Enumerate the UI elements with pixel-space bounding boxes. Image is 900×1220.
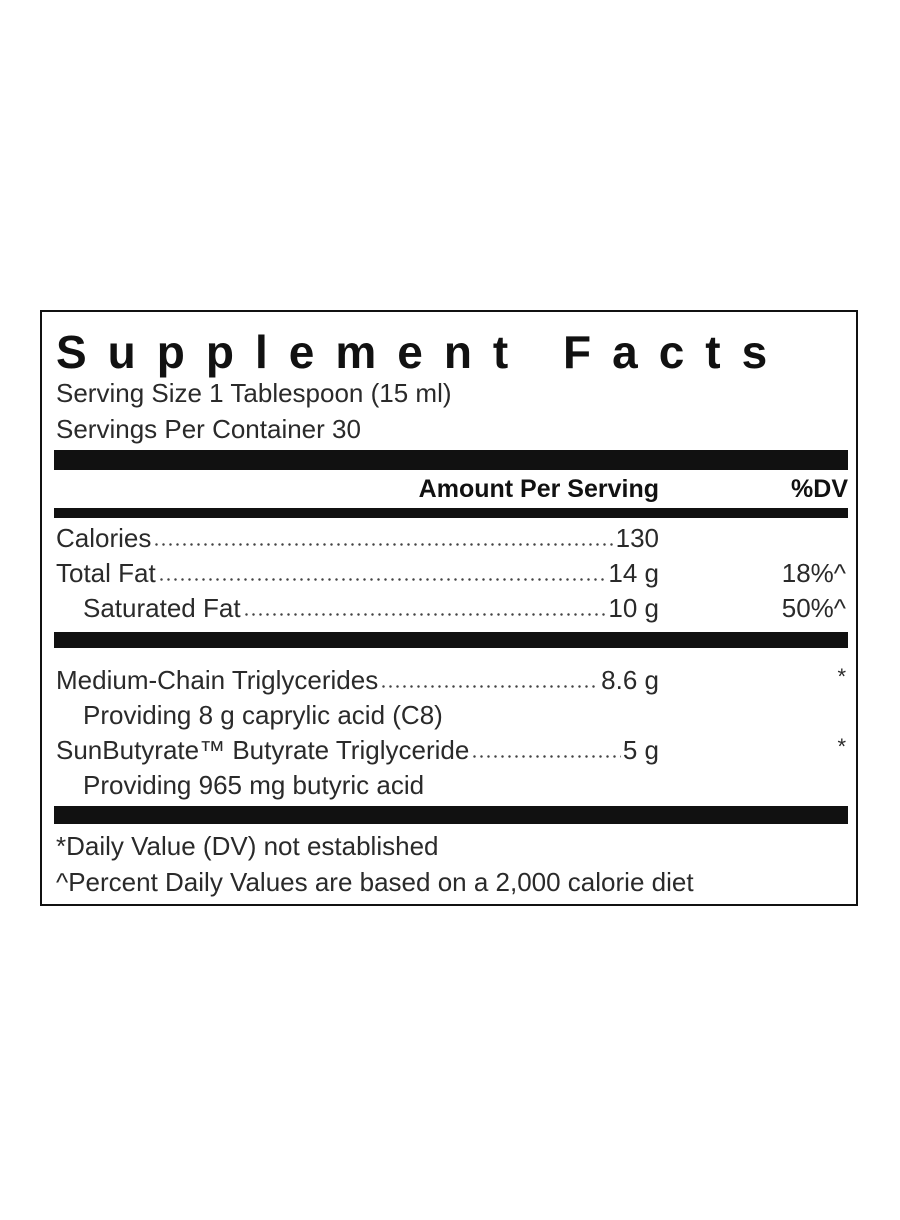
amount: 5 g xyxy=(622,735,659,765)
leader xyxy=(242,613,607,616)
nutrient-row: Saturated Fat 10 g xyxy=(83,593,659,623)
amount: 10 g xyxy=(608,593,659,623)
dv-header: %DV xyxy=(791,475,848,503)
amount-header: Amount Per Serving xyxy=(418,475,659,503)
divider xyxy=(54,806,848,824)
divider xyxy=(54,632,848,648)
nutrient-name: Saturated Fat xyxy=(83,593,241,623)
divider xyxy=(54,508,848,518)
nutrient-row: Medium-Chain Triglycerides 8.6 g xyxy=(56,665,659,695)
leader xyxy=(153,543,614,546)
amount: 130 xyxy=(615,523,659,553)
leader xyxy=(157,578,607,581)
nutrient-name: Medium-Chain Triglycerides xyxy=(56,665,379,695)
amount: 8.6 g xyxy=(601,665,659,695)
daily-value: * xyxy=(837,664,846,689)
nutrient-row: Total Fat 14 g xyxy=(56,558,659,588)
serving-size: Serving Size 1 Tablespoon (15 ml) xyxy=(56,378,452,408)
leader xyxy=(380,685,600,688)
nutrient-name: Calories xyxy=(56,523,152,553)
daily-value: * xyxy=(837,734,846,759)
nutrient-row: Calories 130 xyxy=(56,523,659,553)
daily-value: 50%^ xyxy=(781,593,846,623)
footnote: *Daily Value (DV) not established xyxy=(56,831,439,861)
nutrient-name: Total Fat xyxy=(56,558,156,588)
nutrient-note: Providing 8 g caprylic acid (C8) xyxy=(83,700,443,730)
leader xyxy=(471,755,621,758)
footnote: ^Percent Daily Values are based on a 2,0… xyxy=(56,867,694,897)
nutrient-name: SunButyrate™ Butyrate Triglyceride xyxy=(56,735,470,765)
divider xyxy=(54,450,848,470)
servings-per-container: Servings Per Container 30 xyxy=(56,414,361,444)
supplement-facts-panel: Supplement Facts Serving Size 1 Tablespo… xyxy=(40,310,858,906)
amount: 14 g xyxy=(608,558,659,588)
nutrient-note: Providing 965 mg butyric acid xyxy=(83,770,425,800)
nutrient-row: SunButyrate™ Butyrate Triglyceride 5 g xyxy=(56,735,659,765)
title: Supplement Facts xyxy=(56,326,789,378)
daily-value: 18%^ xyxy=(781,558,846,588)
